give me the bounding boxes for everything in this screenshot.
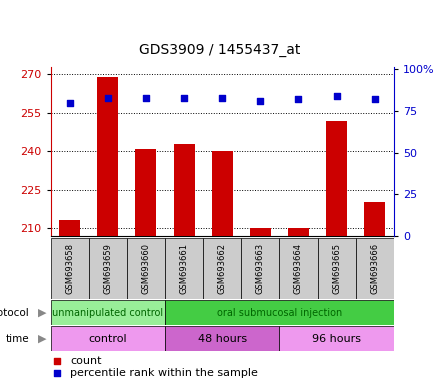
Text: GSM693660: GSM693660 [141,243,150,294]
Bar [165,326,279,351]
Point [219,94,226,101]
Bar [288,228,309,236]
Bar [165,238,203,299]
Bar [165,300,394,325]
Text: GSM693662: GSM693662 [218,243,227,294]
Bar [212,151,233,236]
Bar [318,238,356,299]
Point [54,370,61,376]
Text: count: count [70,356,102,366]
Bar [250,228,271,236]
Text: control: control [88,334,127,344]
Bar [59,220,80,236]
Text: percentile rank within the sample: percentile rank within the sample [70,368,258,379]
Bar [279,326,394,351]
Text: GSM693664: GSM693664 [294,243,303,294]
Text: unmanipulated control: unmanipulated control [52,308,163,318]
Bar [51,300,165,325]
Text: GSM693666: GSM693666 [370,243,379,294]
Text: GSM693665: GSM693665 [332,243,341,294]
Point [333,93,340,99]
Text: GSM693661: GSM693661 [180,243,189,294]
Point [143,94,150,101]
Text: 96 hours: 96 hours [312,334,361,344]
Bar [97,77,118,236]
Bar [51,238,89,299]
Point [371,96,378,103]
Bar [364,202,385,236]
Text: GSM693658: GSM693658 [65,243,74,294]
Text: GSM693663: GSM693663 [256,243,265,294]
Point [104,94,111,101]
Text: oral submucosal injection: oral submucosal injection [217,308,342,318]
Bar [174,144,194,236]
Point [257,98,264,104]
Text: protocol: protocol [0,308,29,318]
Text: ▶: ▶ [37,308,46,318]
Text: GSM693659: GSM693659 [103,243,112,294]
Point [66,99,73,106]
Bar [203,238,241,299]
Point [54,358,61,364]
Bar [326,121,347,236]
Text: ▶: ▶ [37,334,46,344]
Point [180,94,187,101]
Bar [356,238,394,299]
Text: GDS3909 / 1455437_at: GDS3909 / 1455437_at [139,43,301,57]
Bar [51,326,165,351]
Point [295,96,302,103]
Bar [279,238,318,299]
Text: time: time [5,334,29,344]
Bar [241,238,279,299]
Bar [136,149,157,236]
Text: 48 hours: 48 hours [198,334,247,344]
Bar [89,238,127,299]
Bar [127,238,165,299]
